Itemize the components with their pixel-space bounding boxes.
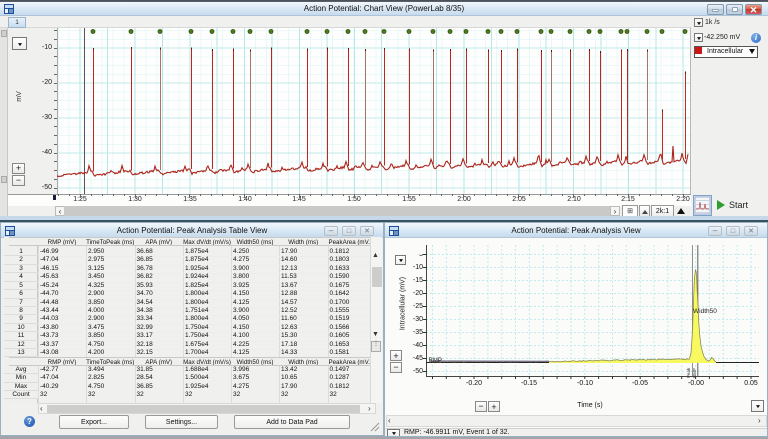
svg-text:Peak: Peak: [686, 367, 691, 378]
svg-text:RMP: RMP: [429, 358, 442, 364]
svg-text:Width50: Width50: [693, 308, 717, 315]
svg-text:RMP: RMP: [692, 368, 697, 378]
